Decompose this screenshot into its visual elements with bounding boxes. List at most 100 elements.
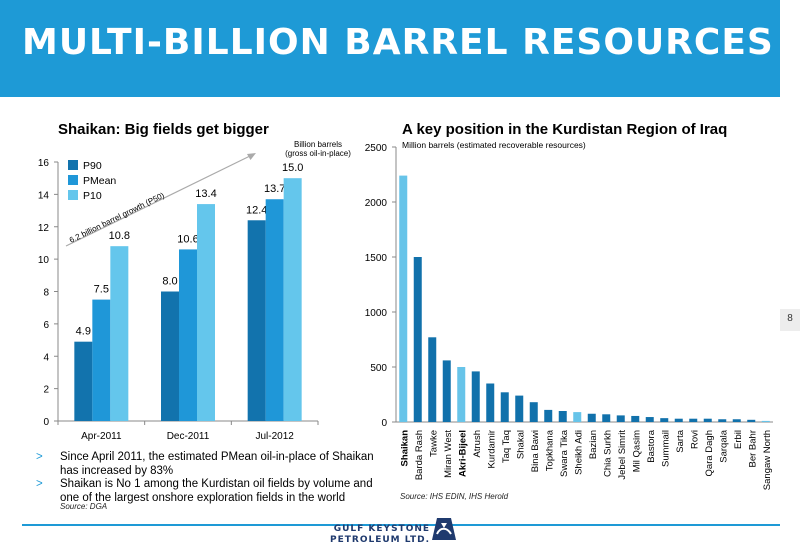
bar-value-label: 13.4 (195, 188, 216, 200)
field-bar (413, 257, 422, 422)
keystone-logo-icon (432, 518, 456, 540)
growth-arrow-line (65, 153, 254, 247)
x-tick-label: Summail (660, 430, 671, 467)
x-tick-label: Shaikan (399, 430, 410, 467)
field-bar (587, 413, 596, 422)
y-tick-label: 2000 (365, 198, 388, 209)
bullet-item: > Since April 2011, the estimated PMean o… (36, 451, 381, 478)
bar-p10 (283, 178, 302, 421)
y-tick-label: 1500 (365, 253, 388, 264)
company-logo-text: GULF KEYSTONE PETROLEUM LTD. (330, 524, 430, 546)
field-bar (747, 419, 756, 422)
field-bar (500, 392, 509, 422)
bar-value-label: 15.0 (282, 162, 303, 174)
y-tick-label: 0 (43, 417, 49, 428)
right-source-note: Source: IHS EDIN, IHS Herold (400, 492, 509, 501)
x-tick-label: Bastora (646, 429, 657, 462)
bullet-text: Since April 2011, the estimated PMean oi… (60, 451, 374, 477)
bar-pmean (265, 199, 284, 421)
y-tick-label: 14 (38, 190, 50, 201)
legend-swatch-p90 (68, 160, 78, 170)
page-number-tab (780, 309, 800, 331)
y-tick-label: 2500 (365, 143, 388, 154)
x-tick-label: Mil Qasim (631, 430, 642, 472)
legend-label: PMean (83, 175, 116, 187)
logo-line-1: GULF KEYSTONE (333, 524, 431, 534)
bullet-arrow-icon: > (36, 451, 43, 463)
x-tick-label: Qara Dagh (704, 430, 715, 476)
bar-value-label: 13.7 (264, 183, 285, 195)
x-tick-label: Shakal (515, 430, 526, 459)
field-bar (660, 418, 669, 422)
field-bar (689, 418, 698, 422)
field-bar (703, 418, 712, 422)
field-bar (544, 409, 553, 422)
bar-value-label: 12.4 (246, 204, 267, 216)
bar-value-label: 8.0 (162, 276, 177, 288)
page-number: 8 (787, 313, 793, 324)
x-tick-label: Jul-2012 (255, 431, 294, 442)
field-bar (486, 383, 495, 422)
bar-value-label: 4.9 (76, 326, 91, 338)
x-tick-label: Atrush (472, 430, 483, 457)
right-chart-heading: A key position in the Kurdistan Region o… (402, 121, 728, 138)
x-tick-label: Bazian (588, 430, 599, 459)
y-tick-label: 4 (43, 352, 49, 363)
field-bar (674, 418, 683, 422)
y-axis-title: Million barrels (estimated recoverable r… (402, 140, 586, 150)
y-tick-label: 10 (38, 255, 50, 266)
bar-p90 (247, 220, 266, 421)
field-bar (515, 395, 524, 422)
x-tick-label: Ber Bahr (747, 430, 758, 468)
left-chart-heading: Shaikan: Big fields get bigger (58, 121, 269, 138)
legend-label: P90 (83, 160, 102, 172)
bar-value-label: 10.6 (177, 233, 198, 245)
x-tick-label: Sarqala (718, 429, 729, 462)
field-bar (442, 360, 451, 422)
field-bar (428, 337, 437, 422)
field-bar (529, 402, 538, 422)
field-bar (631, 415, 640, 422)
x-tick-label: Bina Bawi (530, 430, 541, 472)
bar-value-label: 10.8 (109, 230, 130, 242)
y-tick-label: 12 (38, 223, 50, 234)
y-tick-label: 8 (43, 288, 49, 299)
field-bar (573, 412, 582, 422)
y-tick-label: 16 (38, 158, 50, 169)
unit-label-line-1: Billion barrels (294, 140, 342, 149)
field-bar (761, 420, 770, 422)
page-title: MULTI-BILLION BARREL RESOURCES (22, 22, 774, 63)
bullet-item: > Shaikan is No 1 among the Kurdistan oil… (36, 478, 381, 505)
x-tick-label: Dec-2011 (167, 431, 210, 442)
field-bar (399, 175, 408, 422)
x-tick-label: Erbil (733, 430, 744, 449)
logo-line-2: PETROLEUM LTD. (330, 535, 431, 545)
legend-swatch-pmean (68, 175, 78, 185)
y-tick-label: 2 (43, 385, 49, 396)
field-bar (558, 411, 567, 422)
bar-p10 (197, 204, 215, 421)
bullet-list: > Since April 2011, the estimated PMean o… (36, 451, 381, 505)
left-source-note: Source: DGA (60, 502, 108, 511)
x-tick-label: Barda Rash (414, 430, 425, 480)
x-tick-label: Apr-2011 (81, 431, 122, 442)
y-tick-label: 6 (43, 320, 49, 331)
y-tick-label: 1000 (365, 308, 388, 319)
field-bar (732, 419, 741, 422)
bullet-arrow-icon: > (36, 478, 43, 490)
unit-label-line-2: (gross oil-in-place) (285, 149, 351, 158)
field-bar (645, 417, 654, 422)
x-tick-label: Akri-Bijeel (457, 430, 468, 477)
growth-arrow-head (247, 153, 256, 160)
x-tick-label: Sheikh Adi (573, 430, 584, 475)
x-tick-label: Kurdamir (486, 430, 497, 469)
bar-pmean (179, 249, 197, 421)
x-tick-label: Taq Taq (501, 430, 512, 463)
x-tick-label: Rovi (689, 430, 700, 449)
x-tick-label: Swara Tika (559, 429, 570, 477)
x-tick-label: Topkhana (544, 429, 555, 471)
y-tick-label: 0 (381, 418, 387, 429)
x-tick-label: Miran West (443, 430, 454, 478)
